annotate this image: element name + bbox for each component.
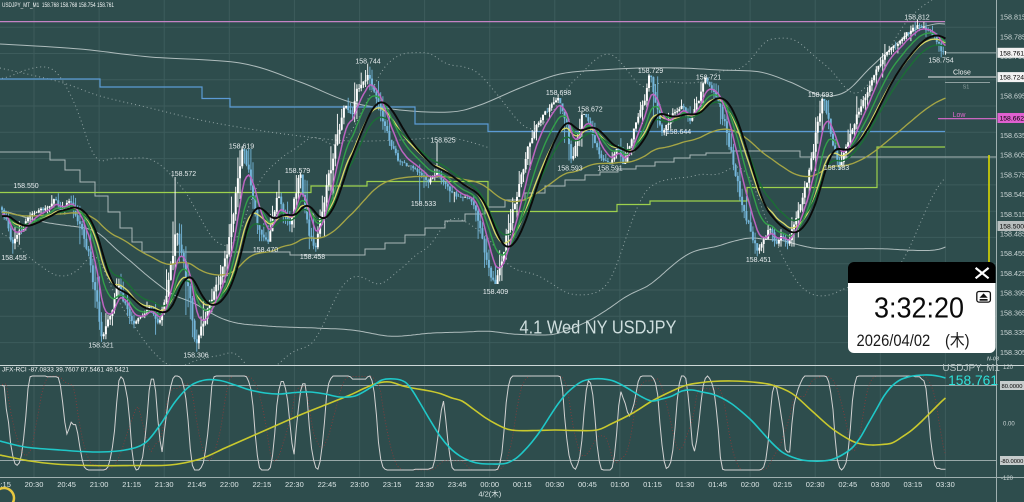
svg-text:01:15: 01:15 — [643, 480, 662, 489]
svg-text:02:45: 02:45 — [838, 480, 857, 489]
svg-text:USDJPY_MT_M1 158.768 158.768: USDJPY_MT_M1 158.768 158.768 158.754 158… — [2, 2, 114, 9]
svg-text:158.485: 158.485 — [1000, 230, 1024, 239]
svg-text:158.672: 158.672 — [577, 107, 602, 114]
svg-text:00:00: 00:00 — [480, 480, 499, 489]
svg-text:158.724: 158.724 — [1000, 75, 1024, 82]
svg-text:158.815: 158.815 — [1000, 13, 1024, 22]
svg-text:158.572: 158.572 — [171, 171, 196, 178]
svg-text:Close: Close — [953, 70, 971, 77]
svg-text:Low: Low — [953, 112, 967, 119]
svg-text:158.550: 158.550 — [13, 183, 38, 190]
svg-text:158.693: 158.693 — [808, 92, 833, 99]
svg-text:03:30: 03:30 — [936, 480, 955, 489]
svg-text:01:00: 01:00 — [611, 480, 630, 489]
svg-text:158.579: 158.579 — [285, 168, 310, 175]
svg-text:01:45: 01:45 — [708, 480, 727, 489]
svg-text:158.761: 158.761 — [948, 373, 998, 388]
svg-text:158.455: 158.455 — [1, 255, 26, 262]
svg-text:00:30: 00:30 — [545, 480, 564, 489]
svg-text:-80.0000: -80.0000 — [1001, 459, 1024, 465]
svg-text:4/2(木): 4/2(木) — [478, 489, 501, 499]
svg-text:158.451: 158.451 — [746, 257, 771, 264]
svg-text:21:00: 21:00 — [90, 480, 109, 489]
svg-text:00:45: 00:45 — [578, 480, 597, 489]
svg-text:2026/04/02 (木): 2026/04/02 (木) — [857, 331, 970, 350]
svg-text:158.605: 158.605 — [1000, 151, 1024, 160]
svg-text:3:32:20: 3:32:20 — [874, 293, 964, 325]
svg-text:158.335: 158.335 — [1000, 328, 1024, 337]
svg-text:23:15: 23:15 — [383, 480, 402, 489]
svg-text:158.321: 158.321 — [88, 343, 113, 350]
svg-text:01:30: 01:30 — [676, 480, 695, 489]
svg-text:158.721: 158.721 — [696, 75, 721, 82]
svg-text:158.644: 158.644 — [666, 129, 691, 136]
svg-text:158.515: 158.515 — [1000, 210, 1024, 219]
svg-text:21:30: 21:30 — [155, 480, 174, 489]
svg-text:158.695: 158.695 — [1000, 92, 1024, 101]
svg-text:20:45: 20:45 — [57, 480, 76, 489]
svg-text:158.619: 158.619 — [229, 144, 254, 151]
svg-text:158.305: 158.305 — [1000, 348, 1024, 357]
svg-text:03:15: 03:15 — [904, 480, 923, 489]
svg-text:03:00: 03:00 — [871, 480, 890, 489]
svg-text:158.365: 158.365 — [1000, 308, 1024, 317]
svg-text:-120: -120 — [1001, 476, 1014, 482]
svg-text:158.785: 158.785 — [1000, 32, 1024, 41]
svg-text:158.575: 158.575 — [1000, 170, 1024, 179]
svg-text:158.744: 158.744 — [355, 59, 380, 66]
svg-text:158.625: 158.625 — [430, 138, 455, 145]
svg-text:158.812: 158.812 — [904, 15, 929, 22]
svg-text:N-08: N-08 — [987, 357, 1000, 363]
svg-text:21:15: 21:15 — [122, 480, 141, 489]
svg-text:02:30: 02:30 — [806, 480, 825, 489]
svg-text:158.662: 158.662 — [1000, 116, 1024, 123]
svg-text:USDJPY, M1: USDJPY, M1 — [942, 363, 1000, 374]
svg-text:120: 120 — [1003, 365, 1014, 371]
svg-text:158.395: 158.395 — [1000, 289, 1024, 298]
svg-text:S1: S1 — [963, 85, 970, 91]
svg-text:20:15: 20:15 — [0, 480, 11, 489]
svg-text:4.1 Wed NY USDJPY: 4.1 Wed NY USDJPY — [520, 317, 677, 338]
svg-text:23:00: 23:00 — [350, 480, 369, 489]
svg-text:00:15: 00:15 — [513, 480, 532, 489]
svg-text:158.698: 158.698 — [546, 90, 571, 97]
svg-text:158.306: 158.306 — [183, 353, 208, 360]
svg-text:02:00: 02:00 — [741, 480, 760, 489]
svg-text:158.635: 158.635 — [1000, 131, 1024, 140]
svg-text:158.455: 158.455 — [1000, 249, 1024, 258]
svg-text:22:15: 22:15 — [253, 480, 272, 489]
svg-text:23:30: 23:30 — [415, 480, 434, 489]
svg-text:158.458: 158.458 — [300, 254, 325, 261]
svg-text:158.593: 158.593 — [557, 166, 582, 173]
svg-text:158.591: 158.591 — [597, 166, 622, 173]
svg-text:158.761: 158.761 — [1000, 50, 1024, 57]
svg-text:158.500: 158.500 — [1000, 224, 1024, 231]
svg-text:158.470: 158.470 — [253, 247, 278, 254]
svg-text:158.583: 158.583 — [824, 165, 849, 172]
svg-text:22:30: 22:30 — [285, 480, 304, 489]
svg-text:158.425: 158.425 — [1000, 269, 1024, 278]
svg-text:80.0000: 80.0000 — [1002, 384, 1023, 390]
svg-text:20:30: 20:30 — [25, 480, 44, 489]
svg-text:21:45: 21:45 — [187, 480, 206, 489]
svg-text:158.754: 158.754 — [928, 58, 953, 65]
svg-text:22:00: 22:00 — [220, 480, 239, 489]
svg-text:22:45: 22:45 — [318, 480, 337, 489]
svg-text:0.00: 0.00 — [1003, 422, 1015, 428]
svg-text:158.545: 158.545 — [1000, 190, 1024, 199]
svg-text:158.729: 158.729 — [638, 68, 663, 75]
svg-text:JFX-RCI -87.0833 39.7607 87.54: JFX-RCI -87.0833 39.7607 87.5461 49.5421 — [2, 367, 129, 374]
svg-text:158.409: 158.409 — [483, 289, 508, 296]
svg-text:158.533: 158.533 — [411, 201, 436, 208]
svg-text:23:45: 23:45 — [448, 480, 467, 489]
svg-text:02:15: 02:15 — [773, 480, 792, 489]
